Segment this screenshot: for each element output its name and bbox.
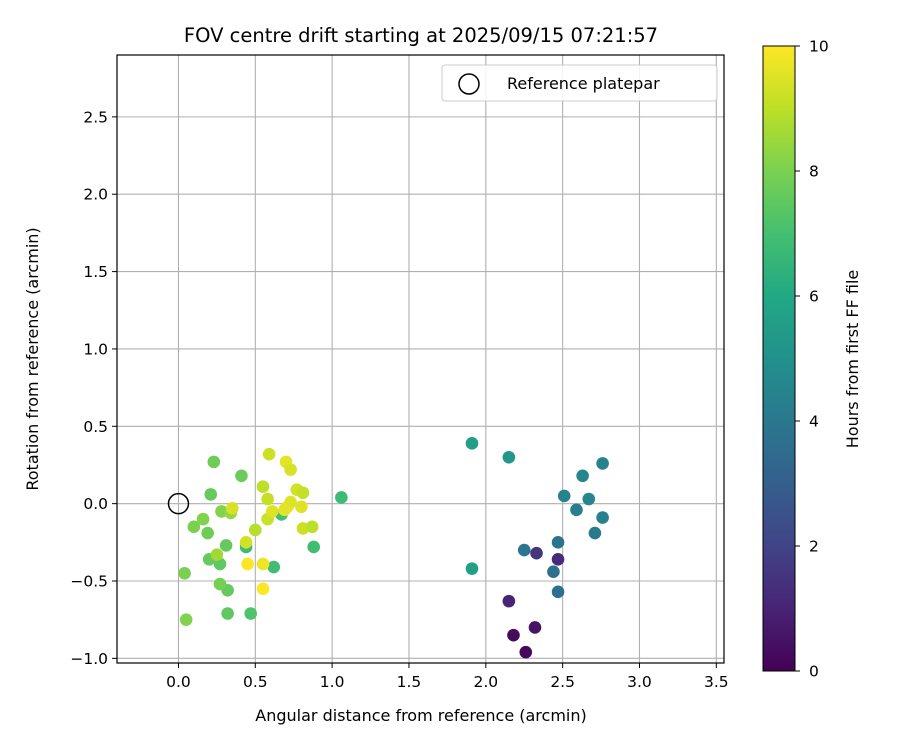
- y-tick-label: −0.5: [70, 573, 108, 591]
- data-point: [551, 553, 565, 566]
- data-point: [196, 512, 210, 526]
- legend: Reference platepar: [441, 64, 718, 102]
- data-points: [178, 437, 609, 659]
- data-point: [528, 621, 542, 634]
- data-point: [262, 447, 276, 461]
- data-point: [588, 526, 602, 540]
- grid-lines: [117, 55, 724, 663]
- data-point: [179, 613, 193, 626]
- colorbar-gradient: [762, 45, 796, 672]
- colorbar-label: Hours from first FF file: [843, 270, 862, 449]
- y-tick-label: 2.5: [83, 108, 108, 126]
- legend-reference-marker: [458, 73, 480, 95]
- y-tick-label: 1.5: [83, 263, 108, 281]
- data-point: [219, 539, 233, 552]
- plot-area-frame: [116, 54, 725, 664]
- data-point: [530, 546, 543, 560]
- data-point: [201, 526, 214, 540]
- y-axis-label: Rotation from reference (arcmin): [23, 227, 42, 490]
- data-point: [557, 489, 571, 503]
- y-tick-label: 1.0: [83, 340, 108, 358]
- colorbar-tick-label: 4: [809, 413, 819, 431]
- colorbar-tick-label: 10: [809, 38, 829, 56]
- x-tick-label: 1.5: [397, 673, 422, 691]
- data-point: [187, 520, 201, 534]
- chart-title: FOV centre drift starting at 2025/09/15 …: [184, 24, 658, 47]
- data-point: [582, 492, 596, 506]
- colorbar-ticks: 0 2 4 6 8 10: [795, 38, 829, 681]
- x-tick-label: 3.0: [627, 673, 652, 691]
- x-axis-ticks: 0.0 0.5 1.0 1.5 2.0 2.5 3.0 3.5: [166, 663, 729, 691]
- x-tick-label: 0.0: [166, 673, 191, 691]
- data-point: [225, 501, 239, 515]
- y-tick-label: 0.5: [83, 418, 108, 436]
- data-point: [547, 565, 560, 579]
- data-point: [278, 503, 291, 517]
- colorbar: 0 2 4 6 8 10 Hours from first FF file: [762, 38, 862, 681]
- data-point: [210, 548, 224, 562]
- colorbar-tick-label: 8: [809, 163, 819, 181]
- data-point: [267, 560, 281, 574]
- data-point: [207, 455, 221, 469]
- data-point: [213, 577, 227, 591]
- data-point: [296, 486, 310, 500]
- data-point: [261, 492, 274, 506]
- x-tick-label: 2.0: [473, 673, 498, 691]
- y-tick-label: 0.0: [83, 495, 108, 513]
- colorbar-tick-label: 6: [809, 288, 819, 306]
- x-tick-label: 1.0: [320, 673, 345, 691]
- data-point: [235, 469, 248, 483]
- data-point: [295, 500, 308, 514]
- colorbar-tick-label: 0: [809, 663, 819, 681]
- data-point: [596, 511, 609, 524]
- reference-platepar-marker: [167, 492, 190, 515]
- data-point: [256, 582, 270, 596]
- data-point: [256, 557, 270, 571]
- data-point: [570, 503, 583, 517]
- legend-box: [441, 64, 718, 102]
- y-tick-label: −1.0: [70, 650, 108, 668]
- data-point: [576, 469, 589, 483]
- data-point: [551, 585, 565, 599]
- data-point: [596, 457, 609, 470]
- data-point: [178, 566, 191, 580]
- data-point: [265, 505, 279, 518]
- y-axis-ticks: 2.5 2.0 1.5 1.0 0.5 0.0 −0.5 −1.0: [70, 108, 117, 668]
- x-tick-label: 2.5: [550, 673, 575, 691]
- data-point: [244, 607, 257, 620]
- data-point: [221, 607, 234, 620]
- reference-marker-layer: [167, 492, 190, 515]
- legend-label: Reference platepar: [507, 74, 660, 93]
- data-point: [502, 594, 516, 608]
- data-point: [239, 536, 253, 549]
- data-point: [284, 463, 297, 476]
- data-point: [335, 491, 348, 504]
- data-point: [519, 645, 533, 659]
- data-point: [551, 536, 565, 549]
- data-point: [517, 543, 531, 557]
- data-point: [241, 557, 254, 571]
- data-point: [502, 450, 516, 464]
- x-tick-label: 3.5: [704, 673, 729, 691]
- data-point: [256, 480, 270, 493]
- data-point: [204, 488, 218, 501]
- colorbar-tick-label: 2: [809, 538, 819, 556]
- data-point: [307, 540, 320, 554]
- x-axis-label: Angular distance from reference (arcmin): [255, 706, 586, 725]
- data-point: [507, 628, 520, 642]
- data-point: [305, 520, 319, 534]
- data-point: [465, 562, 479, 575]
- data-point: [465, 437, 479, 450]
- x-tick-label: 0.5: [243, 673, 268, 691]
- data-point: [249, 523, 262, 537]
- y-tick-label: 2.0: [83, 186, 108, 204]
